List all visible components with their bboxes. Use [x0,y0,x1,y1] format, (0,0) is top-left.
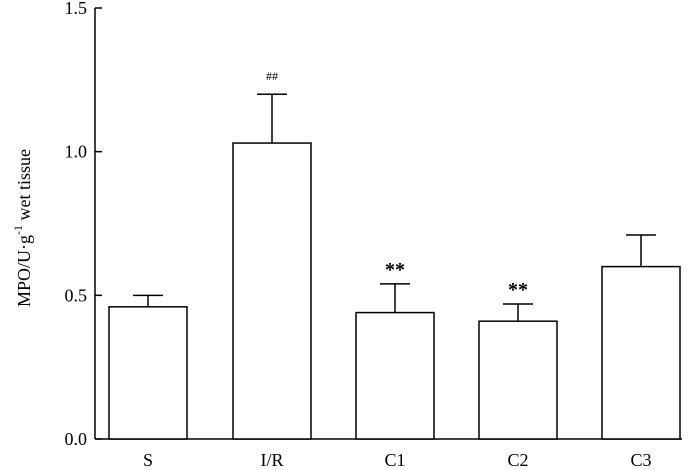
y-tick-label: 1.5 [65,0,88,18]
y-axis-label: MPO/U·g-1 wet tissue [11,149,34,307]
x-tick-label: C2 [507,450,528,470]
y-tick-label: 1.0 [65,142,88,162]
y-tick-label: 0.5 [65,285,88,305]
y-axis-label-superscript: -1 [11,225,25,235]
bar-s [108,306,188,440]
bar-c3 [601,265,681,440]
chart-bars [108,93,681,440]
x-tick-label: C3 [630,450,651,470]
bar-ir [232,142,312,440]
x-tick-label: I/R [260,450,283,470]
x-tick-label: C1 [384,450,405,470]
y-axis-label-rest: wet tissue [14,149,34,225]
chart-labels: 0.0 0.5 1.0 1.5 MPO/U·g-1 wet tissue S I/R ## C1… [11,0,652,470]
bar-c1 [355,311,435,440]
significance-annotation: ## [266,69,278,83]
significance-annotation: ** [508,279,528,301]
y-tick-label: 0.0 [65,429,88,449]
x-tick-label: S [143,450,153,470]
y-axis-label-main: MPO/U·g [14,235,34,307]
bar-c2 [478,320,558,440]
significance-annotation: ** [385,259,405,281]
